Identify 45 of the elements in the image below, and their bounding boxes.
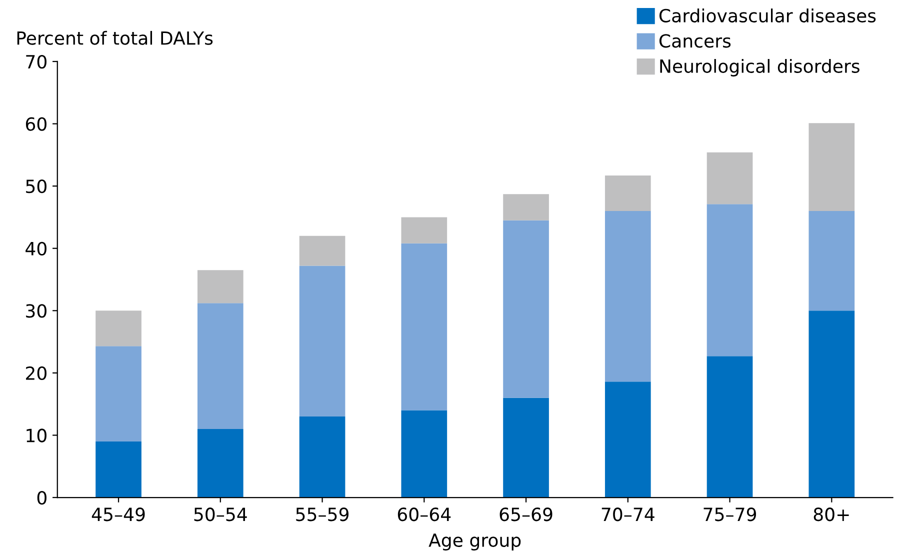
bar <box>96 310 142 346</box>
bar <box>808 210 855 311</box>
x-tick-label: 60–64 <box>398 508 451 522</box>
bar <box>808 310 855 498</box>
x-tick-label: 75–79 <box>704 508 756 522</box>
x-tick-label: 70–74 <box>602 508 654 522</box>
x-axis-title: Age group <box>428 534 521 551</box>
y-tick-label: 40 <box>26 242 46 256</box>
legend-label: Cancers <box>659 34 731 48</box>
y-tick-label: 30 <box>26 304 46 318</box>
x-tick-label: 65–69 <box>500 508 552 522</box>
bar <box>401 410 448 498</box>
legend-label: Cardiovascular diseases <box>659 8 876 22</box>
bar <box>299 236 346 266</box>
bar <box>503 220 549 398</box>
y-tick-label: 20 <box>26 366 46 380</box>
bar <box>604 382 651 498</box>
y-tick-label: 60 <box>26 117 46 131</box>
x-tick-label: 80+ <box>814 508 849 522</box>
bar <box>197 303 244 429</box>
bar <box>706 204 753 356</box>
bar <box>96 346 142 442</box>
y-tick-label: 0 <box>37 490 46 505</box>
x-tick-label: 55–59 <box>296 508 348 522</box>
bar <box>299 266 346 417</box>
bar <box>808 123 855 211</box>
legend-label: Neurological disorders <box>660 59 860 76</box>
x-tick-label: 45–49 <box>92 508 145 522</box>
y-tick-label: 50 <box>26 180 46 194</box>
bar <box>197 270 244 304</box>
bar <box>503 398 549 498</box>
bar <box>197 428 244 498</box>
bar <box>706 356 753 498</box>
y-axis-title: Percent of total DALYs <box>17 30 213 45</box>
bar <box>401 217 448 244</box>
y-tick-label: 10 <box>26 428 46 442</box>
x-tick-label: 50–54 <box>194 508 247 522</box>
bar <box>503 194 549 220</box>
bar <box>96 441 142 498</box>
bar <box>299 416 346 498</box>
bar <box>401 243 448 410</box>
y-tick-label: 70 <box>26 54 46 69</box>
bar <box>604 210 651 382</box>
bar <box>706 152 753 204</box>
bar <box>604 175 651 211</box>
